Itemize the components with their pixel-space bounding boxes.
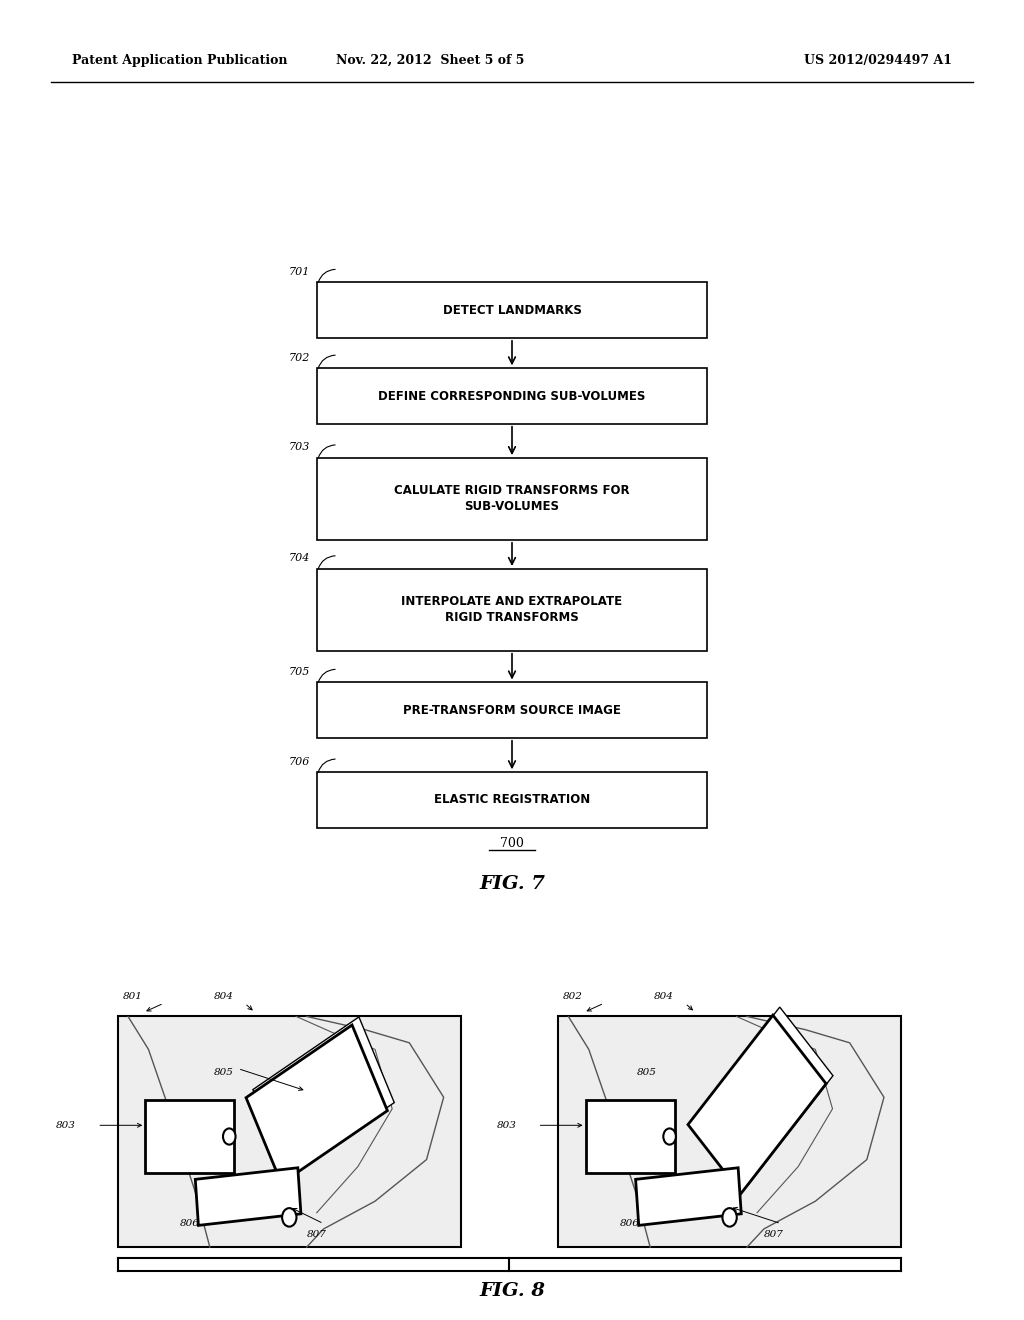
Text: 804: 804 <box>214 991 233 1001</box>
Text: 802: 802 <box>563 991 583 1001</box>
Text: 803: 803 <box>497 1121 516 1130</box>
Circle shape <box>664 1129 676 1144</box>
Text: 700: 700 <box>500 837 524 850</box>
Text: 806: 806 <box>179 1220 200 1228</box>
Polygon shape <box>253 1016 394 1175</box>
Text: 701: 701 <box>289 267 310 277</box>
Bar <box>317 282 707 338</box>
Text: FIG. 8: FIG. 8 <box>479 1282 545 1300</box>
Text: FIG. 7: FIG. 7 <box>479 875 545 894</box>
Text: Nov. 22, 2012  Sheet 5 of 5: Nov. 22, 2012 Sheet 5 of 5 <box>336 54 524 67</box>
Text: 807: 807 <box>306 1230 327 1238</box>
Bar <box>317 682 707 738</box>
Circle shape <box>223 1129 236 1144</box>
Text: DETECT LANDMARKS: DETECT LANDMARKS <box>442 304 582 317</box>
Text: 805: 805 <box>214 1068 233 1077</box>
Text: INTERPOLATE AND EXTRAPOLATE
RIGID TRANSFORMS: INTERPOLATE AND EXTRAPOLATE RIGID TRANSF… <box>401 595 623 624</box>
Text: 703: 703 <box>289 442 310 453</box>
Circle shape <box>283 1208 297 1226</box>
Bar <box>317 772 707 828</box>
Text: US 2012/0294497 A1: US 2012/0294497 A1 <box>804 54 952 67</box>
Polygon shape <box>636 1168 741 1225</box>
Text: 706: 706 <box>289 756 310 767</box>
Text: 806: 806 <box>620 1220 640 1228</box>
Bar <box>317 368 707 424</box>
Bar <box>586 1100 675 1173</box>
Polygon shape <box>688 1015 826 1193</box>
Text: 801: 801 <box>123 991 142 1001</box>
Circle shape <box>723 1208 737 1226</box>
Polygon shape <box>695 1007 833 1185</box>
Text: ELASTIC REGISTRATION: ELASTIC REGISTRATION <box>434 793 590 807</box>
Polygon shape <box>246 1026 387 1183</box>
Text: DEFINE CORRESPONDING SUB-VOLUMES: DEFINE CORRESPONDING SUB-VOLUMES <box>378 389 646 403</box>
Bar <box>317 569 707 651</box>
Polygon shape <box>196 1168 301 1225</box>
Text: 807: 807 <box>764 1230 783 1238</box>
Text: 705: 705 <box>289 667 310 677</box>
Text: 805: 805 <box>637 1068 656 1077</box>
Text: Patent Application Publication: Patent Application Publication <box>72 54 287 67</box>
Bar <box>145 1100 234 1173</box>
Bar <box>118 1016 461 1247</box>
Text: 704: 704 <box>289 553 310 564</box>
Text: CALULATE RIGID TRANSFORMS FOR
SUB-VOLUMES: CALULATE RIGID TRANSFORMS FOR SUB-VOLUME… <box>394 484 630 513</box>
Bar <box>317 458 707 540</box>
Text: 702: 702 <box>289 352 310 363</box>
Text: PRE-TRANSFORM SOURCE IMAGE: PRE-TRANSFORM SOURCE IMAGE <box>403 704 621 717</box>
Text: 803: 803 <box>56 1121 76 1130</box>
Bar <box>558 1016 901 1247</box>
Text: 804: 804 <box>654 991 674 1001</box>
